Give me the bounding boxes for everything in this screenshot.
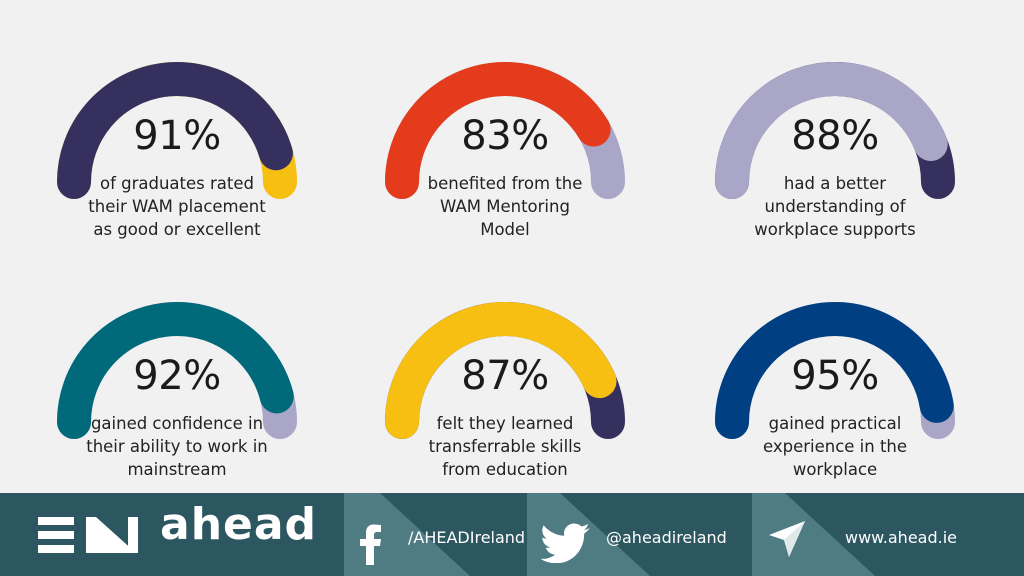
gauge-value-arc (715, 62, 948, 199)
footer-decoration (344, 493, 875, 576)
gauge-arc-chart (715, 302, 955, 439)
send-arrow-icon[interactable] (767, 519, 807, 559)
gauge-arc-chart (57, 62, 297, 199)
gauge-arc-chart (385, 62, 625, 199)
gauge-percentage: 91% (133, 113, 221, 159)
gauge-caption: of graduates rated their WAM placement a… (88, 174, 266, 239)
gauge-caption: benefited from the WAM Mentoring Model (427, 174, 583, 239)
gauge-value-arc (57, 62, 293, 199)
gauge-value-arc (385, 302, 617, 439)
footer-stripe-1 (344, 493, 470, 576)
gauge-percentage: 95% (791, 353, 879, 399)
gauge-card: 92% gained confidence in their ability to… (27, 285, 327, 490)
gauge-percentage: 87% (461, 353, 549, 399)
gauge-card: 83% benefited from the WAM Mentoring Mode… (355, 45, 655, 250)
gauge-percentage: 92% (133, 353, 221, 399)
gauge-value-arc (715, 302, 954, 439)
gauge-card: 88% had a better understanding of workpla… (685, 45, 985, 250)
twitter-link[interactable]: @aheadireland (606, 528, 727, 547)
gauge-caption: gained practical experience in the workp… (762, 414, 908, 479)
gauge-caption: had a better understanding of workplace … (754, 174, 916, 239)
gauge-card: 95% gained practical experience in the wo… (685, 285, 985, 490)
website-link[interactable]: www.ahead.ie (845, 528, 957, 547)
gauge-arc-chart (385, 302, 625, 439)
gauge-arc-chart (715, 62, 955, 199)
gauge-percentage: 83% (461, 113, 549, 159)
facebook-link[interactable]: /AHEADIreland (408, 528, 526, 547)
footer-stripe-3 (752, 493, 875, 576)
gauge-card: 91% of graduates rated their WAM placemen… (27, 45, 327, 250)
footer-bar: ahead /AHEADIreland @aheadireland www.ah… (0, 493, 1024, 576)
gauge-value-arc (385, 62, 611, 199)
twitter-icon[interactable] (541, 523, 591, 563)
gauge-value-arc (57, 302, 294, 439)
gauge-arc-chart (57, 302, 297, 439)
gauge-caption: gained confidence in their ability to wo… (86, 414, 268, 479)
gauge-caption: felt they learned transferrable skills f… (428, 414, 582, 479)
gauge-card: 87% felt they learned transferrable skill… (355, 285, 655, 490)
gauge-percentage: 88% (791, 113, 879, 159)
ahead-logo-icon (38, 517, 138, 553)
ahead-logo-text[interactable]: ahead (160, 499, 318, 550)
facebook-icon[interactable] (357, 523, 383, 565)
